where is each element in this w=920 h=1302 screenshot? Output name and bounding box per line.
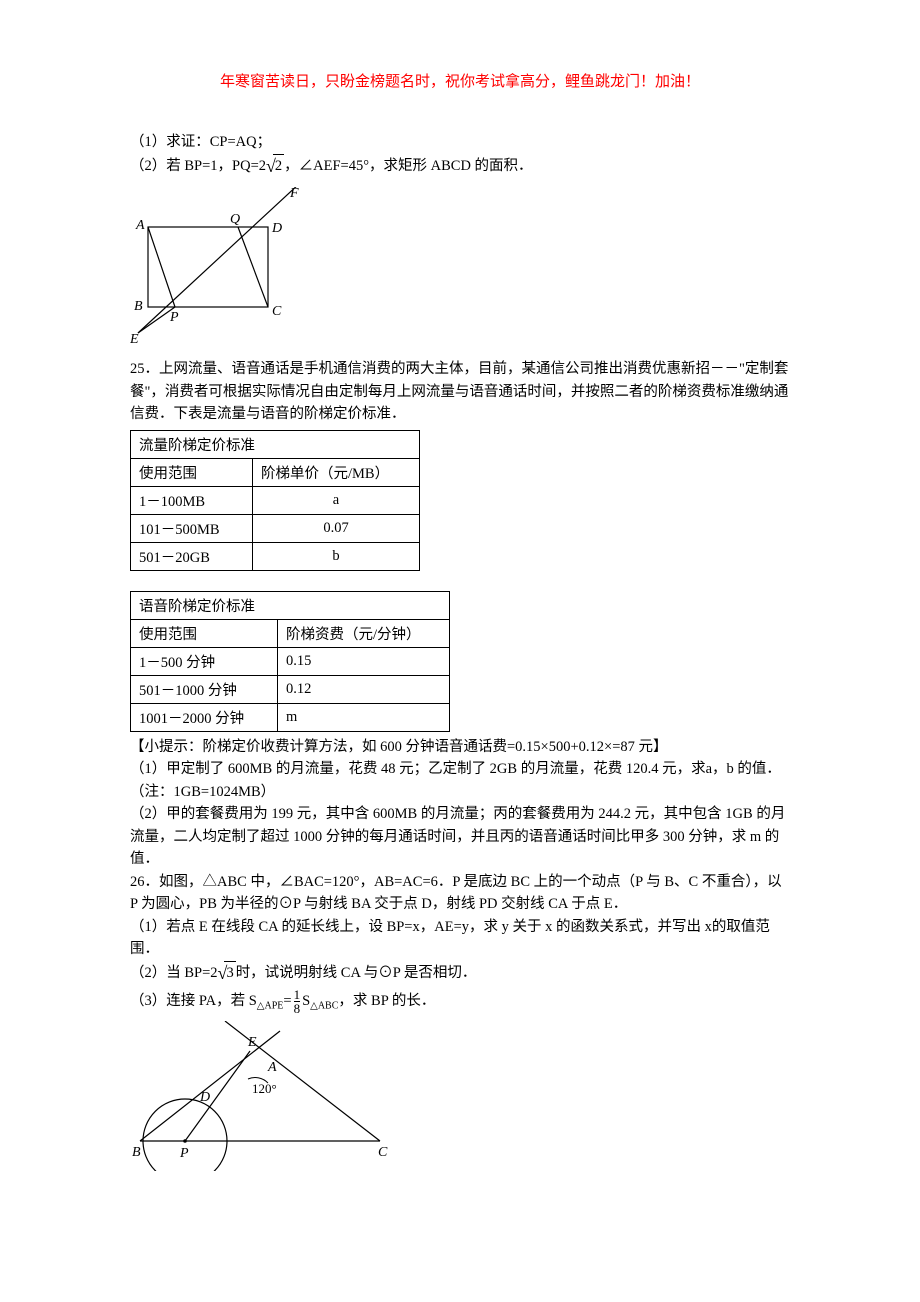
q25-p1: 25．上网流量、语音通话是手机通信消费的两大主体，目前，某通信公司推出消费优惠新… [130, 358, 790, 425]
t1-title: 流量阶梯定价标准 [131, 430, 420, 458]
svg-text:B: B [134, 299, 143, 314]
q26-p3a: （2）当 BP=2 [130, 965, 218, 981]
svg-text:D: D [271, 221, 282, 236]
q24-line2: （2）若 BP=1，PQ=2√2，∠AEF=45°，求矩形 ABCD 的面积． [130, 153, 790, 181]
q24-l2b: ，∠AEF=45°，求矩形 ABCD 的面积． [284, 158, 532, 174]
t2-title: 语音阶梯定价标准 [131, 591, 450, 619]
svg-text:120°: 120° [252, 1081, 277, 1096]
q24-line1: （1）求证：CP=AQ； [130, 131, 790, 153]
t2-r1c1: 1－500 分钟 [131, 647, 278, 675]
svg-text:P: P [179, 1146, 189, 1161]
q25-table1: 流量阶梯定价标准 使用范围阶梯单价（元/MB） 1－100MBa 101－500… [130, 430, 420, 571]
q26-p4d: ，求 BP 的长． [338, 993, 435, 1009]
q26-p4a: （3）连接 PA，若 S [130, 993, 257, 1009]
page-header: 年寒窗苦读日，只盼金榜题名时，祝你考试拿高分，鲤鱼跳龙门！加油！ [130, 70, 790, 91]
q26-p2: （1）若点 E 在线段 CA 的延长线上，设 BP=x，AE=y，求 y 关于 … [130, 916, 790, 961]
q25-p3: （1）甲定制了 600MB 的月流量，花费 48 元；乙定制了 2GB 的月流量… [130, 758, 790, 803]
q26-p1: 26．如图，△ABC 中，∠BAC=120°，AB=AC=6．P 是底边 BC … [130, 871, 790, 916]
q26-figure: 120° B P C D A E [130, 1021, 790, 1176]
q26-p3b: 时，试说明射线 CA 与⊙P 是否相切． [236, 965, 477, 981]
t1-r2c2: 0.07 [253, 514, 420, 542]
sqrt-2: √2 [266, 153, 284, 181]
t1-h1: 使用范围 [131, 458, 253, 486]
t1-r1c1: 1－100MB [131, 486, 253, 514]
t2-r1c2: 0.15 [278, 647, 450, 675]
svg-text:Q: Q [230, 212, 240, 227]
svg-text:D: D [199, 1090, 210, 1105]
q26-p4c: S [302, 993, 310, 1009]
q25-table2: 语音阶梯定价标准 使用范围阶梯资费（元/分钟） 1－500 分钟0.15 501… [130, 591, 450, 732]
svg-text:F: F [289, 187, 299, 201]
fraction-icon: 18 [294, 988, 301, 1015]
q26-sub2: △ABC [310, 1001, 338, 1012]
t2-r2c1: 501－1000 分钟 [131, 675, 278, 703]
q26-p4b: = [283, 993, 291, 1009]
t1-r1c2: a [253, 486, 420, 514]
t1-r3c1: 501－20GB [131, 542, 253, 570]
t2-r3c2: m [278, 703, 450, 731]
svg-text:B: B [132, 1145, 141, 1160]
q25-p4: （2）甲的套餐费用为 199 元，其中含 600MB 的月流量；丙的套餐费用为 … [130, 803, 790, 870]
t1-r2c1: 101－500MB [131, 514, 253, 542]
q25-p2: 【小提示：阶梯定价收费计算方法，如 600 分钟语音通话费=0.15×500+0… [130, 736, 790, 758]
q26-p4: （3）连接 PA，若 S△APE=18S△ABC，求 BP 的长． [130, 988, 790, 1015]
t2-r3c1: 1001－2000 分钟 [131, 703, 278, 731]
t1-h2: 阶梯单价（元/MB） [253, 458, 420, 486]
t1-r3c2: b [253, 542, 420, 570]
svg-text:E: E [130, 332, 139, 347]
q26-p3: （2）当 BP=2√3时，试说明射线 CA 与⊙P 是否相切． [130, 960, 790, 988]
svg-text:E: E [247, 1035, 257, 1050]
t2-h2: 阶梯资费（元/分钟） [278, 619, 450, 647]
svg-text:A: A [135, 218, 145, 233]
svg-text:P: P [169, 310, 179, 325]
svg-text:C: C [272, 304, 282, 319]
q24-l2a: （2）若 BP=1，PQ=2 [130, 158, 266, 174]
sqrt-3: √3 [218, 960, 236, 988]
q26-sub1: △APE [257, 1001, 284, 1012]
t2-r2c2: 0.12 [278, 675, 450, 703]
svg-text:C: C [378, 1145, 388, 1160]
svg-text:A: A [267, 1060, 277, 1075]
t2-h1: 使用范围 [131, 619, 278, 647]
q24-figure: A D B C P Q E F [130, 187, 790, 352]
